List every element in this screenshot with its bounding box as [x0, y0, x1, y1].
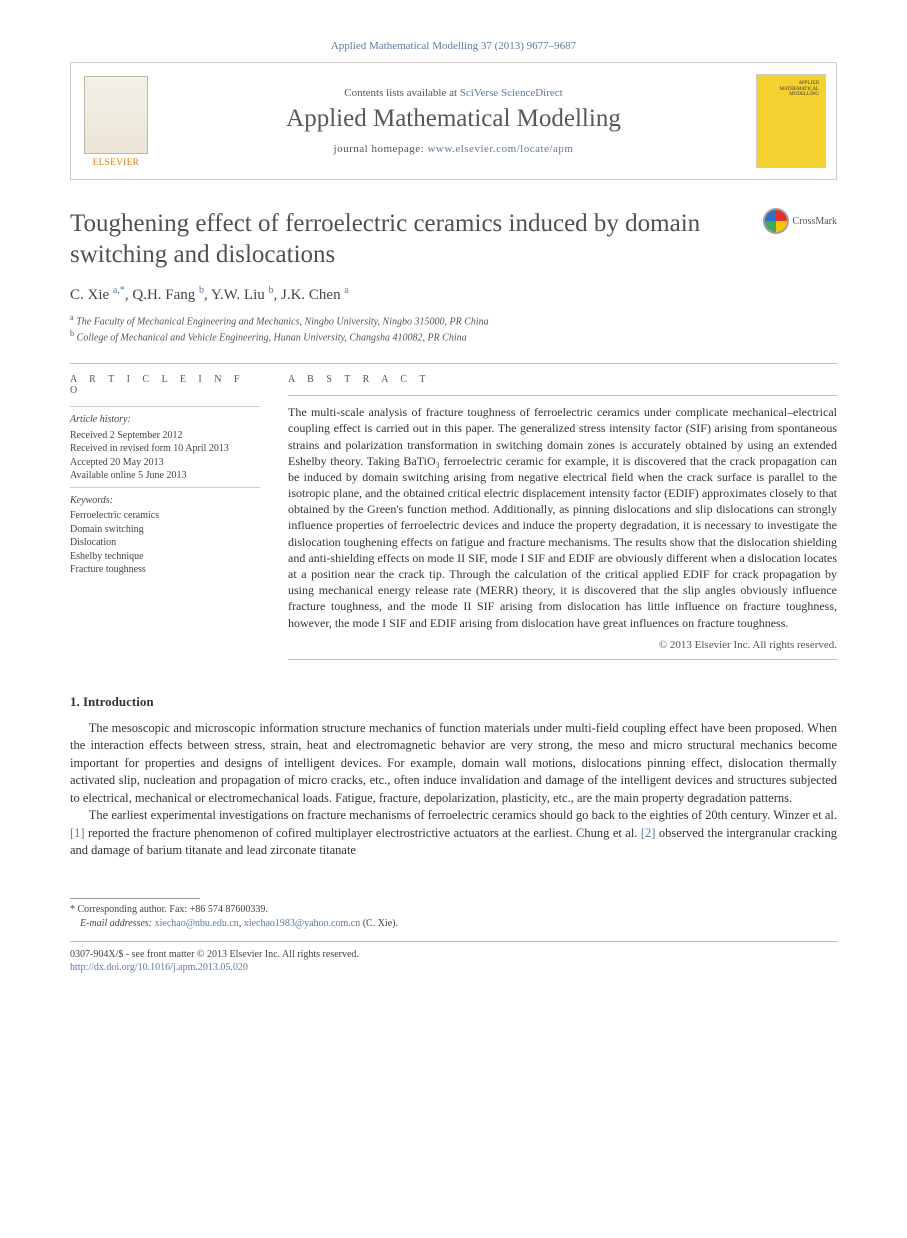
email-author: (C. Xie).: [360, 918, 398, 929]
crossmark-icon: [763, 208, 789, 234]
crossmark-label: CrossMark: [793, 216, 837, 227]
history-revised: Received in revised form 10 April 2013: [70, 442, 260, 456]
article-title: Toughening effect of ferroelectric ceram…: [70, 208, 749, 271]
publisher-label: ELSEVIER: [84, 157, 148, 167]
affiliation-b: b College of Mechanical and Vehicle Engi…: [70, 328, 837, 345]
author-email-link[interactable]: xiechao1983@yahoo.com.cn: [244, 918, 360, 929]
homepage-prefix: journal homepage:: [334, 143, 428, 155]
journal-header: ELSEVIER Contents lists available at Sci…: [70, 62, 837, 180]
intro-paragraph-1: The mesoscopic and microscopic informati…: [70, 720, 837, 808]
front-matter-info: 0307-904X/$ - see front matter © 2013 El…: [70, 948, 837, 975]
elsevier-tree-icon: [84, 76, 148, 154]
article-history-label: Article history:: [70, 413, 260, 427]
keyword: Fracture toughness: [70, 563, 260, 577]
abstract-body: The multi-scale analysis of fracture tou…: [288, 404, 837, 631]
section-heading-intro: 1. Introduction: [70, 694, 837, 710]
sciencedirect-link[interactable]: SciVerse ScienceDirect: [460, 87, 563, 99]
contents-prefix: Contents lists available at: [344, 87, 459, 99]
doi-link[interactable]: http://dx.doi.org/10.1016/j.apm.2013.05.…: [70, 962, 248, 973]
p2-text: reported the fracture phenomenon of cofi…: [85, 826, 641, 840]
email-line: E-mail addresses: xiechao@nbu.edu.cn, xi…: [70, 917, 837, 931]
contents-list-line: Contents lists available at SciVerse Sci…: [344, 87, 562, 99]
affiliation-a: a The Faculty of Mechanical Engineering …: [70, 312, 837, 329]
intro-paragraph-2: The earliest experimental investigations…: [70, 807, 837, 860]
article-info-column: A R T I C L E I N F O Article history: R…: [70, 374, 260, 660]
abstract-heading: A B S T R A C T: [288, 374, 837, 385]
keyword: Dislocation: [70, 536, 260, 550]
cover-thumb-text: APPLIED MATHEMATICAL MODELLING: [763, 81, 819, 98]
journal-cover-thumbnail: APPLIED MATHEMATICAL MODELLING: [756, 74, 826, 168]
citation-link-2[interactable]: [2]: [641, 826, 656, 840]
author-list: C. Xie a,*, Q.H. Fang b, Y.W. Liu b, J.K…: [70, 285, 837, 304]
footnote-separator: [70, 898, 200, 899]
affiliations: a The Faculty of Mechanical Engineering …: [70, 312, 837, 346]
footnotes: * Corresponding author. Fax: +86 574 876…: [70, 903, 837, 931]
divider: [70, 363, 837, 364]
journal-homepage-line: journal homepage: www.elsevier.com/locat…: [334, 143, 574, 155]
abstract-column: A B S T R A C T The multi-scale analysis…: [288, 374, 837, 660]
journal-homepage-link[interactable]: www.elsevier.com/locate/apm: [427, 143, 573, 155]
journal-title: Applied Mathematical Modelling: [286, 105, 621, 133]
keyword: Eshelby technique: [70, 550, 260, 564]
author-email-link[interactable]: xiechao@nbu.edu.cn: [155, 918, 239, 929]
bottom-divider: [70, 941, 837, 942]
keywords-label: Keywords:: [70, 494, 260, 508]
p2-text: The earliest experimental investigations…: [89, 808, 837, 822]
abstract-copyright: © 2013 Elsevier Inc. All rights reserved…: [288, 639, 837, 651]
citation-link-1[interactable]: [1]: [70, 826, 85, 840]
journal-cover-cell: APPLIED MATHEMATICAL MODELLING: [746, 63, 836, 179]
email-label: E-mail addresses:: [80, 918, 152, 929]
keyword: Domain switching: [70, 523, 260, 537]
journal-header-center: Contents lists available at SciVerse Sci…: [161, 63, 746, 179]
issn-copyright-line: 0307-904X/$ - see front matter © 2013 El…: [70, 948, 837, 962]
publisher-logo-cell: ELSEVIER: [71, 63, 161, 179]
crossmark-badge[interactable]: CrossMark: [763, 208, 837, 234]
corresponding-author-note: * Corresponding author. Fax: +86 574 876…: [70, 903, 837, 917]
keyword: Ferroelectric ceramics: [70, 509, 260, 523]
history-accepted: Accepted 20 May 2013: [70, 456, 260, 470]
article-info-heading: A R T I C L E I N F O: [70, 374, 260, 396]
history-received: Received 2 September 2012: [70, 429, 260, 443]
history-online: Available online 5 June 2013: [70, 469, 260, 483]
journal-reference: Applied Mathematical Modelling 37 (2013)…: [70, 40, 837, 52]
